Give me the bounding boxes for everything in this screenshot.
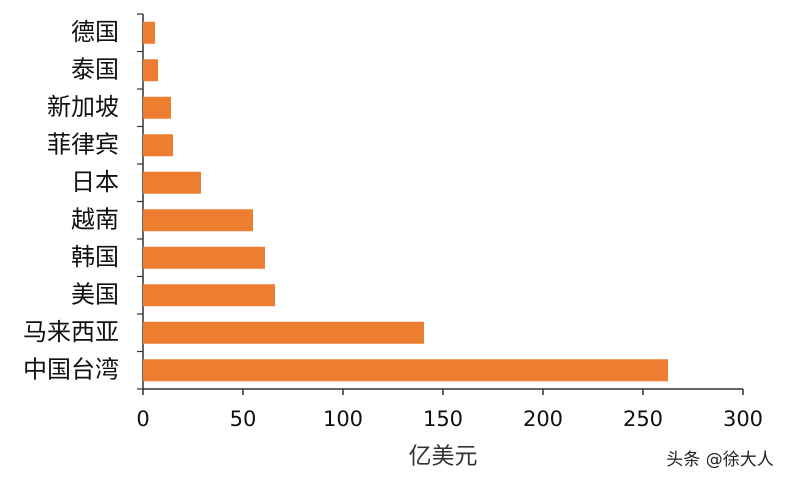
x-tick-label: 150: [423, 407, 463, 431]
x-tick-label: 300: [723, 407, 763, 431]
bar: [143, 134, 173, 157]
y-tick-label: 泰国: [71, 55, 119, 83]
y-tick-label: 德国: [71, 18, 119, 46]
x-tick-label: 0: [136, 407, 149, 431]
x-tick-label: 250: [623, 407, 663, 431]
bar: [143, 21, 155, 44]
bar: [143, 171, 201, 194]
bar: [143, 96, 171, 119]
x-tick-label: 100: [323, 407, 363, 431]
y-tick-label: 越南: [71, 205, 119, 233]
bar: [143, 246, 265, 269]
bar: [143, 359, 668, 382]
bar: [143, 59, 158, 82]
y-tick-label: 韩国: [71, 243, 119, 271]
bar: [143, 209, 253, 232]
x-tick-label: 50: [230, 407, 257, 431]
x-axis-label: 亿美元: [409, 444, 478, 470]
y-tick-label: 新加坡: [47, 93, 119, 121]
y-tick-label: 美国: [71, 280, 119, 308]
bar: [143, 321, 424, 344]
y-tick-label: 马来西亚: [23, 318, 119, 346]
bar: [143, 284, 275, 307]
y-tick-label: 菲律宾: [47, 130, 119, 158]
watermark: 头条 @徐大人: [666, 450, 773, 470]
x-tick-label: 200: [523, 407, 563, 431]
y-tick-label: 日本: [71, 168, 119, 196]
y-tick-label: 中国台湾: [23, 355, 119, 383]
